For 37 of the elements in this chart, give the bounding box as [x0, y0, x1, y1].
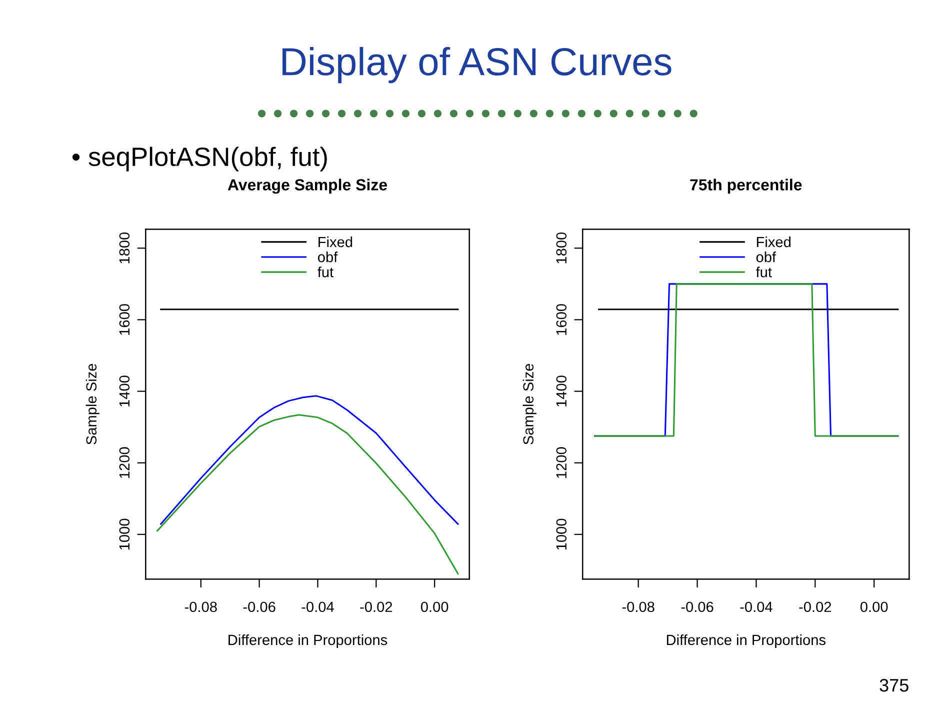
- y-tick-label: 1600: [119, 304, 130, 335]
- y-axis-title: Sample Size: [86, 364, 100, 444]
- x-tick-label: -0.08: [622, 602, 654, 612]
- chart-title: 75th percentile: [690, 178, 802, 194]
- legend-label: Fixed: [318, 236, 352, 248]
- legend-label: fut: [318, 266, 334, 278]
- chart-title: Average Sample Size: [228, 178, 387, 194]
- line-series: [156, 414, 459, 575]
- x-axis-title: Difference in Proportions: [228, 634, 388, 648]
- line-series: [160, 395, 459, 525]
- legend-label: obf: [318, 252, 338, 262]
- y-tick-label: 1200: [119, 447, 130, 478]
- y-tick-label: 1000: [556, 518, 567, 550]
- x-tick-label: 0.00: [860, 602, 888, 612]
- y-tick-label: 1400: [556, 376, 567, 406]
- text: 375: [880, 678, 908, 692]
- y-tick-label: 1400: [119, 376, 130, 406]
- x-tick-label: -0.04: [302, 602, 334, 612]
- y-tick-label: 1800: [556, 232, 567, 264]
- x-tick-label: -0.02: [799, 602, 832, 612]
- x-axis-title: Difference in Proportions: [666, 634, 826, 648]
- y-tick-label: 1800: [119, 232, 130, 264]
- x-tick-label: -0.06: [681, 602, 714, 612]
- y-tick-label: 1200: [556, 447, 567, 478]
- legend-label: Fixed: [756, 236, 790, 248]
- y-tick-label: 1000: [119, 518, 130, 550]
- x-tick-label: -0.04: [740, 602, 772, 612]
- legend-label: obf: [756, 252, 776, 262]
- text: • seqPlotASN(obf, fut): [72, 146, 327, 172]
- y-tick-label: 1600: [556, 304, 567, 335]
- x-tick-label: -0.06: [243, 602, 276, 612]
- x-tick-label: -0.08: [184, 602, 217, 612]
- x-tick-label: -0.02: [360, 602, 392, 612]
- text: Display of ASN Curves: [282, 46, 672, 84]
- y-axis-title: Sample Size: [522, 364, 536, 444]
- legend-label: fut: [756, 266, 772, 278]
- x-tick-label: 0.00: [420, 602, 448, 612]
